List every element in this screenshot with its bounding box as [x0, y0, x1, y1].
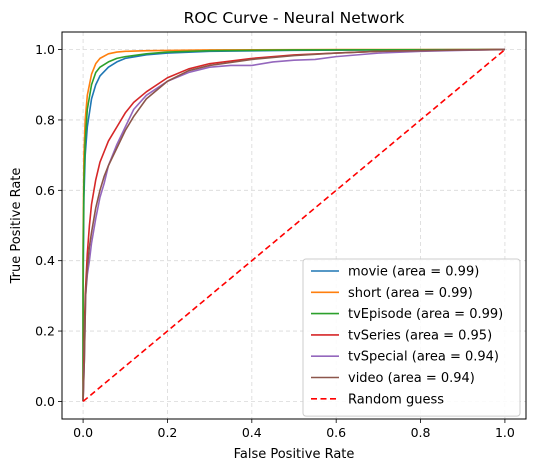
y-tick-label: 1.0: [35, 42, 55, 57]
x-tick-label: 0.0: [73, 425, 93, 440]
legend-box: [302, 258, 521, 417]
y-tick-label: 0.2: [35, 324, 55, 339]
legend: movie (area = 0.99) short (area = 0.99) tv…: [302, 258, 521, 417]
y-tick-label: 0.6: [35, 183, 55, 198]
legend-label: movie (area = 0.99): [348, 265, 479, 280]
x-tick-label: 0.8: [411, 425, 431, 440]
plot-frame: [61, 31, 527, 420]
y-tick-label: 0.4: [35, 253, 55, 268]
legend-label: Random guess: [348, 392, 444, 407]
legend-label: tvEpisode (area = 0.99): [348, 307, 503, 322]
legend-label: tvSpecial (area = 0.94): [348, 350, 499, 365]
axes: 0.0 0.2 0.4 0.6 0.8 1.0 0.0 0.2 0.4 0.6 0.8 1.0: [35, 42, 515, 440]
y-tick-label: 0.0: [35, 394, 55, 409]
chart-title: ROC Curve - Neural Network: [184, 9, 405, 27]
series-line-4: [82, 48, 505, 402]
x-axis-label: False Positive Rate: [234, 447, 355, 462]
legend-label: short (area = 0.99): [348, 286, 473, 301]
legend-label: video (area = 0.94): [348, 371, 475, 386]
series-lines: [82, 48, 506, 403]
y-axis-label: True Positive Rate: [9, 168, 24, 285]
x-tick-label: 1.0: [495, 425, 515, 440]
x-tick-label: 0.4: [242, 425, 262, 440]
x-tick-label: 0.6: [326, 425, 346, 440]
x-tick-label: 0.2: [158, 425, 178, 440]
series-line-6: [82, 48, 506, 403]
legend-label: tvSeries (area = 0.95): [348, 328, 492, 343]
y-tick-label: 0.8: [35, 112, 55, 127]
series-line-5: [82, 48, 505, 402]
series-line-2: [82, 48, 505, 402]
